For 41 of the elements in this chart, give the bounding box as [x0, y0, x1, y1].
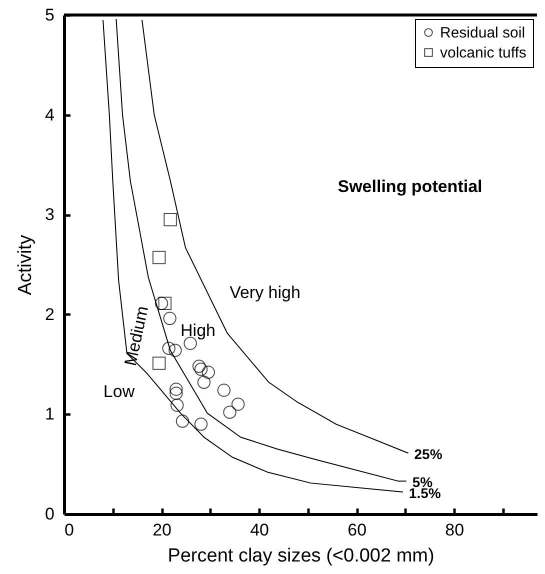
x-tick-label: 20 — [152, 520, 172, 540]
series-label: 25% — [414, 446, 443, 462]
y-axis-title: Activity — [15, 234, 36, 296]
legend-label: Residual soil — [440, 24, 526, 42]
y-tick-label: 5 — [45, 6, 54, 24]
y-tick-label: 3 — [45, 205, 54, 224]
point — [192, 360, 206, 373]
annotation: Very high — [230, 283, 300, 302]
point — [163, 312, 176, 326]
point — [162, 342, 176, 355]
point — [154, 296, 168, 310]
x-tick-label: 80 — [445, 520, 464, 540]
point — [164, 212, 177, 226]
y-tick-label: 0 — [45, 504, 54, 524]
point — [152, 356, 166, 370]
annotation: High — [180, 321, 216, 340]
y-tick-label: 4 — [45, 105, 54, 124]
point — [170, 398, 184, 412]
point — [194, 362, 208, 376]
point — [170, 386, 183, 400]
x-tick-label: 60 — [348, 520, 367, 540]
point — [197, 376, 211, 389]
point — [170, 382, 183, 396]
point — [202, 366, 215, 379]
point — [152, 250, 166, 264]
point — [231, 398, 245, 411]
point — [217, 384, 231, 397]
y-tick-label: 1 — [45, 404, 54, 424]
point — [223, 406, 236, 419]
point — [194, 418, 208, 431]
annotation: Swelling potential — [338, 177, 482, 196]
point — [168, 344, 182, 357]
annotation: Medium — [120, 304, 152, 368]
point — [176, 414, 190, 428]
legend-label: volcanic tuffs — [440, 44, 526, 62]
x-axis-title: Percent clay sizes (<0.002 mm) — [168, 546, 434, 566]
annotation: Low — [103, 382, 136, 401]
x-tick-label: 40 — [250, 520, 270, 540]
x-tick-label: 0 — [64, 520, 74, 540]
point — [158, 296, 172, 310]
y-tick-label: 2 — [45, 304, 54, 324]
